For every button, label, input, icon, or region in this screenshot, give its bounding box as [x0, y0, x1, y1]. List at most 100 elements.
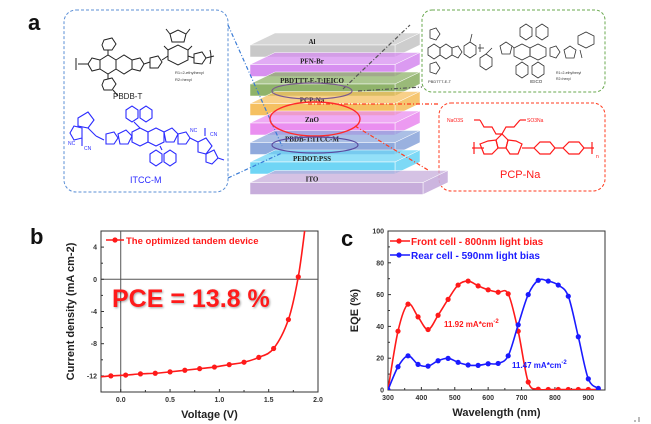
corner-mark	[634, 417, 640, 422]
data-point	[197, 366, 203, 372]
legend: The optimized tandem device	[106, 236, 259, 247]
data-point	[495, 289, 501, 295]
data-point	[485, 361, 491, 367]
series-line	[388, 278, 599, 390]
y-tick-label: 100	[372, 229, 384, 236]
pce-annotation: PCE = 13.8 %	[112, 285, 270, 313]
itcc-m-group-cn-left: CN	[84, 146, 92, 152]
x-axis-label: Wavelength (nm)	[452, 407, 541, 419]
stack-layer-label: ITO	[306, 176, 319, 184]
data-point	[455, 359, 461, 365]
y-tick-label: -8	[91, 341, 97, 348]
x-tick-label: 0.5	[165, 397, 175, 404]
device-stack: Al PFN-Br PBDTTT-E-T:IEICO PCP-Na ZnO PBDB-T:…	[249, 32, 449, 195]
data-point	[545, 386, 551, 390]
data-point	[465, 278, 471, 284]
active-layer-rear-ellipse	[271, 136, 359, 154]
data-point	[515, 322, 521, 328]
x-tick-label: 700	[516, 395, 528, 402]
data-point	[405, 301, 411, 307]
legend-marker	[396, 252, 402, 258]
legend-item-front-cell-800nm-light-bias: Front cell - 800nm light bias	[390, 237, 544, 248]
y-tick-label: 60	[376, 292, 384, 299]
x-tick-label: 900	[582, 395, 594, 402]
ieico-sub-1: R1=2-ethylhexyl	[556, 71, 581, 75]
jv-chart: 0.0 0.5 1.0 1.5 2.0 4 0 -4 -8 -12 Voltage (V) Curre…	[65, 230, 323, 421]
connector-grey-bottom	[357, 86, 423, 92]
pcp-na-group-left: NaO3S	[447, 118, 464, 124]
data-point	[525, 292, 531, 298]
legend-label: The optimized tandem device	[126, 236, 259, 247]
data-point	[505, 291, 511, 297]
data-point	[211, 364, 218, 370]
stack-layer-top-face	[249, 32, 421, 46]
left-molecule-box	[63, 9, 229, 193]
current-annotation: 11.47 mA*cm-2	[512, 360, 567, 370]
stack-layer-pbdttt-e-t-ieico: PBDTTT-E-T:IEICO	[249, 71, 421, 97]
connector-red-bottom	[354, 125, 429, 171]
data-point	[167, 369, 173, 375]
data-point	[182, 367, 188, 373]
ieico-name: IEICO	[530, 79, 543, 84]
current-annotation: 11.92 mA*cm-2	[444, 319, 499, 329]
data-point	[465, 362, 471, 368]
stack-layer-label: Al	[309, 38, 316, 46]
stack-layer-top-face	[249, 110, 421, 124]
pbdb-t-structure	[75, 28, 215, 97]
x-tick-label: 2.0	[313, 397, 323, 404]
y-axis-label: Current density (mA cm-2)	[65, 242, 77, 380]
y-tick-label: 0	[93, 277, 97, 284]
itcc-m-structure	[69, 105, 225, 167]
data-point	[395, 364, 401, 370]
data-point	[475, 362, 481, 368]
stack-layer-top-face	[249, 52, 421, 65]
x-tick-label: 500	[449, 395, 461, 402]
stack-layer-label: PBDTTT-E-T:IEICO	[280, 77, 344, 85]
data-point	[388, 387, 391, 390]
stack-layer-label: PBDB-T:ITCC-M	[285, 136, 339, 144]
x-tick-label: 800	[549, 395, 561, 402]
data-point	[525, 379, 531, 385]
pbdb-t-sub-1: R1=2-ethylhexyl	[175, 70, 204, 75]
pbdttt-e-t-name: PBDTTT-E-T	[428, 79, 452, 84]
stack-layer-label: ZnO	[305, 116, 320, 124]
series-line	[388, 280, 599, 390]
y-tick-label: 4	[93, 245, 97, 252]
active-layer-front-ellipse	[271, 82, 353, 100]
current-annotation-exponent: -2	[493, 319, 499, 325]
stack-layer-label: PFN-Br	[300, 58, 324, 66]
data-point	[495, 360, 501, 367]
data-point	[137, 371, 144, 377]
data-point	[241, 359, 247, 365]
legend-label: Front cell - 800nm light bias	[411, 237, 544, 248]
legend-label: Rear cell - 590nm light bias	[411, 251, 540, 262]
data-point	[405, 353, 411, 359]
data-point	[565, 386, 571, 390]
stack-layer-label: PEDOT:PSS	[293, 155, 331, 163]
legend-marker	[396, 238, 402, 244]
y-tick-label: 20	[376, 356, 384, 363]
series-the-optimized-tandem-device	[101, 231, 306, 379]
y-tick-label: -12	[87, 373, 97, 380]
y-tick-label: -4	[91, 309, 97, 316]
y-tick-label: 40	[376, 324, 384, 331]
connector-grey-top	[342, 24, 411, 90]
data-point	[585, 386, 591, 390]
data-point	[123, 372, 129, 378]
connectors	[227, 24, 439, 179]
data-point	[108, 373, 114, 379]
current-annotation-exponent: -2	[561, 360, 567, 366]
eqe-chart: 300 400 500 600 700 800 900 0 20 40 60 80 100 Wavelen…	[349, 229, 606, 419]
data-point	[445, 296, 451, 302]
data-point	[505, 353, 511, 359]
y-tick-label: 80	[376, 260, 384, 267]
legend-marker	[112, 237, 118, 243]
data-point	[555, 282, 561, 288]
x-tick-label: 600	[482, 395, 494, 402]
interconnect-ellipse	[269, 101, 361, 137]
data-point	[295, 274, 301, 280]
pcp-na-group-right: SO3Na	[527, 118, 544, 124]
data-point	[565, 293, 571, 299]
pbdb-t-name: PBDB-T	[113, 92, 142, 101]
